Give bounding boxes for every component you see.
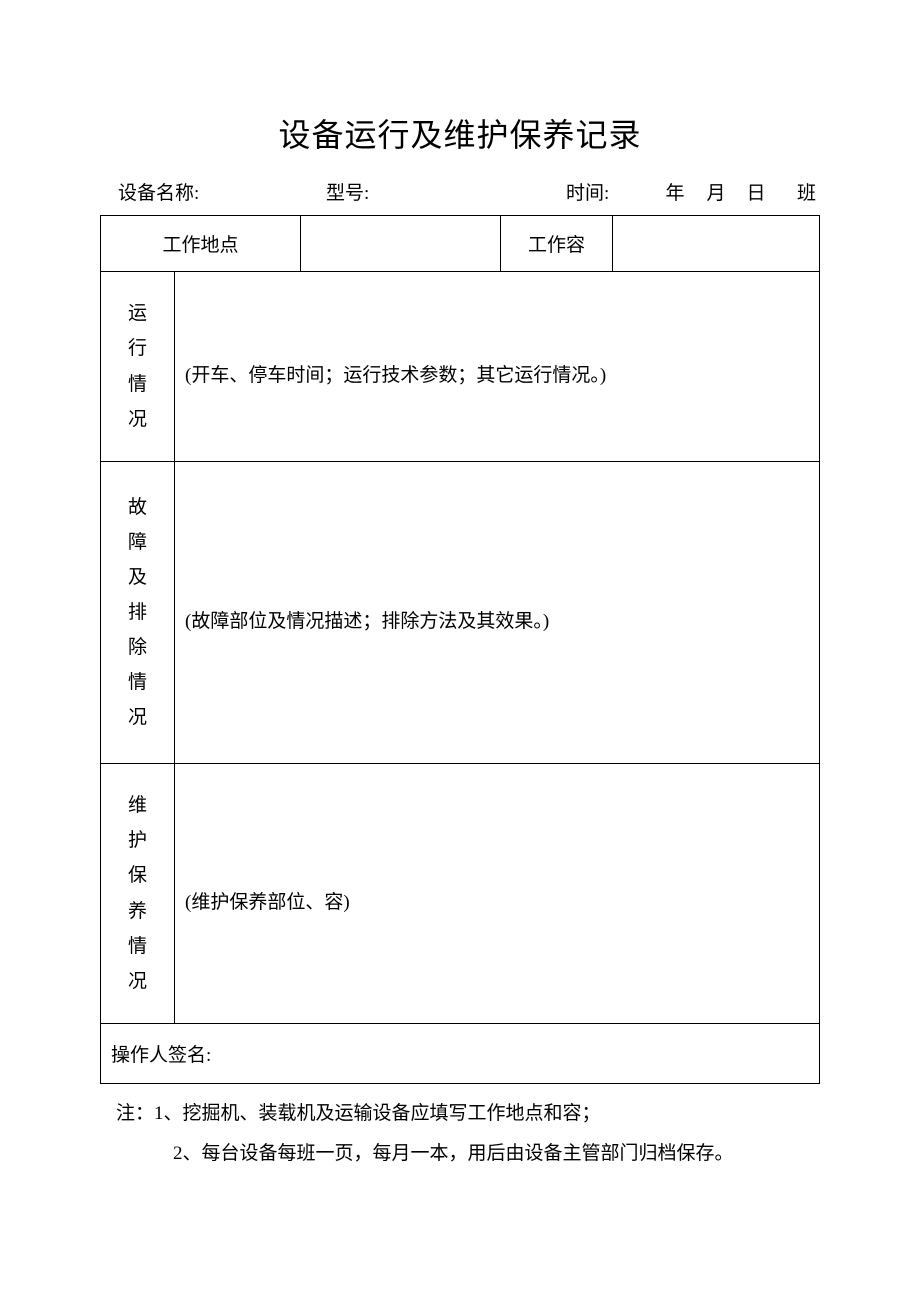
notes-section: 注：1、挖掘机、装载机及运输设备应填写工作地点和容； 2、每台设备每班一页，每月… bbox=[100, 1084, 820, 1174]
note-prefix: 注： bbox=[116, 1103, 154, 1124]
table-row: 故障及排除情况 (故障部位及情况描述；排除方法及其效果。) bbox=[101, 462, 820, 764]
note-text: 1、挖掘机、装载机及运输设备应填写工作地点和容； bbox=[154, 1103, 601, 1124]
table-row: 维护保养情况 (维护保养部位、容) bbox=[101, 764, 820, 1024]
note-line: 注：1、挖掘机、装载机及运输设备应填写工作地点和容； bbox=[116, 1094, 820, 1134]
fault-content: (故障部位及情况描述；排除方法及其效果。) bbox=[175, 462, 820, 764]
month-label: 月 bbox=[696, 178, 736, 205]
maintenance-content: (维护保养部位、容) bbox=[175, 764, 820, 1024]
record-table: 工作地点 工作容 运行情况 (开车、停车时间；运行技术参数；其它运行情况。) 故… bbox=[100, 215, 820, 1084]
operation-content: (开车、停车时间；运行技术参数；其它运行情况。) bbox=[175, 272, 820, 462]
work-place-value bbox=[301, 216, 501, 272]
day-label: 日 bbox=[736, 178, 776, 205]
page-container: 设备运行及维护保养记录 设备名称: 型号: 时间: 年 月 日 班 工作地点 工… bbox=[0, 0, 920, 1174]
table-row: 工作地点 工作容 bbox=[101, 216, 820, 272]
equipment-name-label: 设备名称: bbox=[118, 178, 326, 205]
work-content-value bbox=[613, 216, 820, 272]
page-title: 设备运行及维护保养记录 bbox=[100, 110, 820, 156]
fault-label: 故障及排除情况 bbox=[101, 462, 175, 764]
signature-label: 操作人签名: bbox=[101, 1024, 820, 1084]
time-label: 时间: bbox=[566, 178, 654, 205]
table-row: 运行情况 (开车、停车时间；运行技术参数；其它运行情况。) bbox=[101, 272, 820, 462]
maintenance-label: 维护保养情况 bbox=[101, 764, 175, 1024]
work-place-label: 工作地点 bbox=[101, 216, 301, 272]
year-label: 年 bbox=[654, 178, 696, 205]
work-content-label: 工作容 bbox=[501, 216, 613, 272]
note-line: 2、每台设备每班一页，每月一本，用后由设备主管部门归档保存。 bbox=[116, 1134, 820, 1174]
table-row: 操作人签名: bbox=[101, 1024, 820, 1084]
header-line: 设备名称: 型号: 时间: 年 月 日 班 bbox=[100, 178, 820, 215]
shift-label: 班 bbox=[776, 178, 816, 205]
model-label: 型号: bbox=[326, 178, 566, 205]
operation-label: 运行情况 bbox=[101, 272, 175, 462]
